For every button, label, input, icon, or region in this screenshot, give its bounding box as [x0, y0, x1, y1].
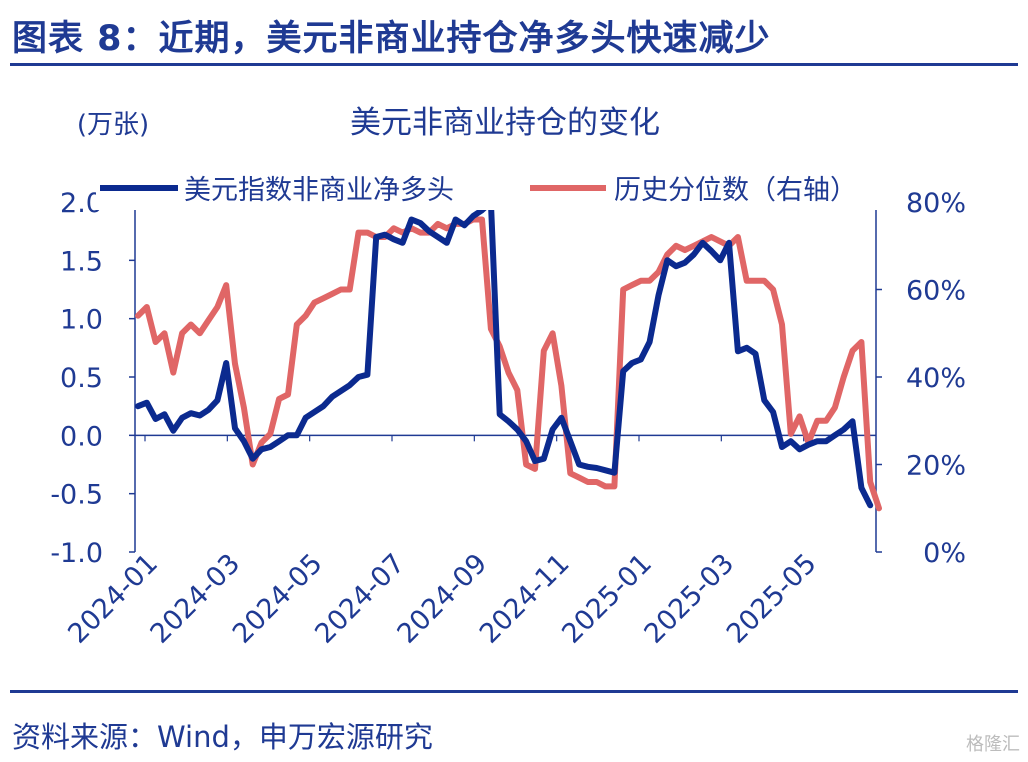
right-y-tick-label: 40% [906, 363, 966, 394]
bottom-rule [10, 690, 1018, 693]
x-tick-label: 2024-05 [227, 548, 329, 650]
legend-background [96, 168, 886, 210]
top-rule [10, 63, 1018, 66]
x-tick-label: 2024-03 [145, 548, 247, 650]
left-axis-unit-label: (万张) [77, 110, 149, 140]
right-y-tick-label: 0% [923, 538, 966, 569]
x-tick-label: 2025-05 [721, 548, 823, 650]
series-line-net-long [135, 199, 874, 509]
right-y-tick-label: 60% [906, 276, 966, 307]
left-y-tick-label: 1.0 [60, 305, 103, 336]
legend-label-percentile: 历史分位数（右轴） [614, 175, 857, 206]
left-y-tick-label: 0.0 [60, 421, 103, 452]
x-tick-label: 2024-07 [309, 548, 411, 650]
dual-axis-line-chart: 美元非商业持仓的变化 (万张) 2.0 1.5 1.0 0.5 0.0 -0.5 -1.0 8… [50, 105, 966, 650]
x-tick-label: 2024-09 [392, 548, 494, 650]
x-tick-label: 2024-11 [474, 548, 576, 650]
left-y-tick-label: 0.5 [60, 363, 103, 394]
chart-title: 美元非商业持仓的变化 [350, 105, 660, 141]
watermark: 格隆汇 [966, 734, 1020, 755]
x-tick-label: 2025-01 [556, 548, 658, 650]
source-note: 资料来源：Wind，申万宏源研究 [12, 720, 433, 754]
left-y-tick-label: -0.5 [50, 480, 103, 511]
figure-title: 图表 8：近期，美元非商业持仓净多头快速减少 [12, 19, 771, 59]
series-line-percentile [135, 216, 882, 512]
left-y-tick-label: -1.0 [50, 538, 103, 569]
right-y-tick-label: 20% [906, 451, 966, 482]
legend-label-net-long: 美元指数非商业净多头 [184, 175, 454, 206]
right-y-tick-label: 80% [906, 188, 966, 219]
x-tick-label: 2025-03 [639, 548, 741, 650]
left-y-tick-label: 1.5 [60, 246, 103, 277]
left-y-tick-label: 2.0 [60, 188, 103, 219]
